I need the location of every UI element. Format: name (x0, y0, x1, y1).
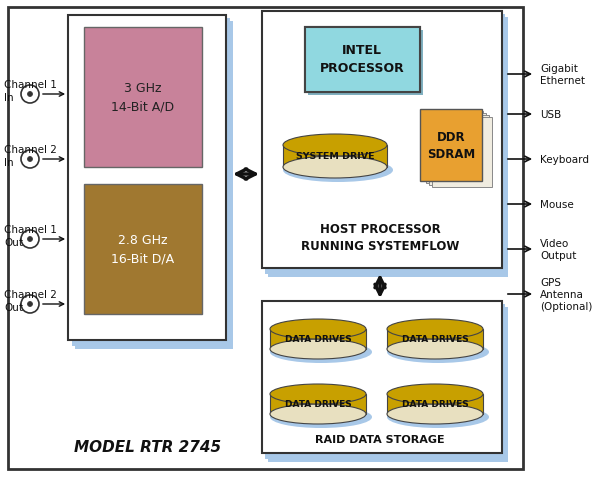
Text: Out: Out (4, 302, 23, 312)
Ellipse shape (387, 341, 489, 363)
Ellipse shape (283, 135, 387, 156)
Bar (68, 16, 226, 340)
Bar (308, 31, 423, 96)
Ellipse shape (387, 406, 489, 428)
Bar (262, 301, 502, 453)
Text: 3 GHz
14-Bit A/D: 3 GHz 14-Bit A/D (112, 83, 175, 113)
Text: Keyboard: Keyboard (540, 155, 589, 165)
Circle shape (21, 295, 39, 313)
Ellipse shape (270, 384, 366, 404)
Ellipse shape (283, 156, 387, 179)
Bar (423, 112, 483, 181)
Bar (305, 28, 420, 93)
Bar (426, 114, 486, 184)
Text: Channel 1: Channel 1 (4, 80, 57, 90)
Text: Gigabit
Ethernet: Gigabit Ethernet (540, 64, 585, 86)
Circle shape (21, 230, 39, 249)
Bar (84, 28, 202, 168)
Ellipse shape (283, 159, 393, 182)
Text: DDR
SDRAM: DDR SDRAM (427, 131, 475, 161)
Bar (268, 307, 508, 462)
Bar (305, 28, 420, 93)
Text: GPS
Antenna
(Optional): GPS Antenna (Optional) (540, 277, 592, 312)
Bar (265, 15, 505, 275)
Text: DATA DRIVES: DATA DRIVES (284, 335, 352, 344)
Text: MODEL RTR 2745: MODEL RTR 2745 (74, 440, 221, 455)
Bar (268, 18, 508, 277)
Circle shape (21, 151, 39, 168)
Text: Channel 1: Channel 1 (4, 225, 57, 235)
Text: USB: USB (540, 110, 561, 120)
Bar (420, 110, 482, 181)
Circle shape (28, 237, 32, 242)
Circle shape (28, 157, 32, 162)
Text: Out: Out (4, 238, 23, 248)
Text: In: In (4, 93, 14, 103)
Ellipse shape (387, 319, 483, 339)
Text: RAID DATA STORAGE: RAID DATA STORAGE (315, 434, 445, 444)
Bar (262, 12, 502, 268)
Ellipse shape (387, 339, 483, 359)
Circle shape (28, 92, 32, 97)
Text: DATA DRIVES: DATA DRIVES (284, 400, 352, 408)
Ellipse shape (270, 341, 372, 363)
Text: Video
Output: Video Output (540, 238, 577, 261)
Bar (8, 8, 523, 469)
Bar (72, 19, 230, 346)
Ellipse shape (270, 404, 366, 424)
Bar (387, 329, 483, 349)
Bar (283, 146, 387, 168)
Circle shape (28, 302, 32, 307)
Bar (84, 185, 202, 314)
Bar (75, 22, 233, 349)
Text: Mouse: Mouse (540, 200, 574, 210)
Text: SYSTEM DRIVE: SYSTEM DRIVE (296, 152, 374, 161)
Ellipse shape (387, 384, 483, 404)
Text: DATA DRIVES: DATA DRIVES (401, 400, 469, 408)
Bar (265, 304, 505, 459)
Text: HOST PROCESSOR
RUNNING SYSTEMFLOW: HOST PROCESSOR RUNNING SYSTEMFLOW (301, 223, 459, 252)
Text: 2.8 GHz
16-Bit D/A: 2.8 GHz 16-Bit D/A (112, 234, 175, 265)
Bar (387, 394, 483, 414)
Text: INTEL
PROCESSOR: INTEL PROCESSOR (320, 45, 404, 75)
Text: Channel 2: Channel 2 (4, 289, 57, 300)
Bar (270, 329, 366, 349)
Ellipse shape (270, 406, 372, 428)
Ellipse shape (387, 404, 483, 424)
Bar (270, 394, 366, 414)
Text: In: In (4, 157, 14, 168)
Text: Channel 2: Channel 2 (4, 144, 57, 155)
Circle shape (21, 86, 39, 104)
Text: DATA DRIVES: DATA DRIVES (401, 335, 469, 344)
Ellipse shape (270, 339, 366, 359)
Ellipse shape (270, 319, 366, 339)
Bar (432, 118, 492, 188)
Bar (429, 116, 489, 186)
